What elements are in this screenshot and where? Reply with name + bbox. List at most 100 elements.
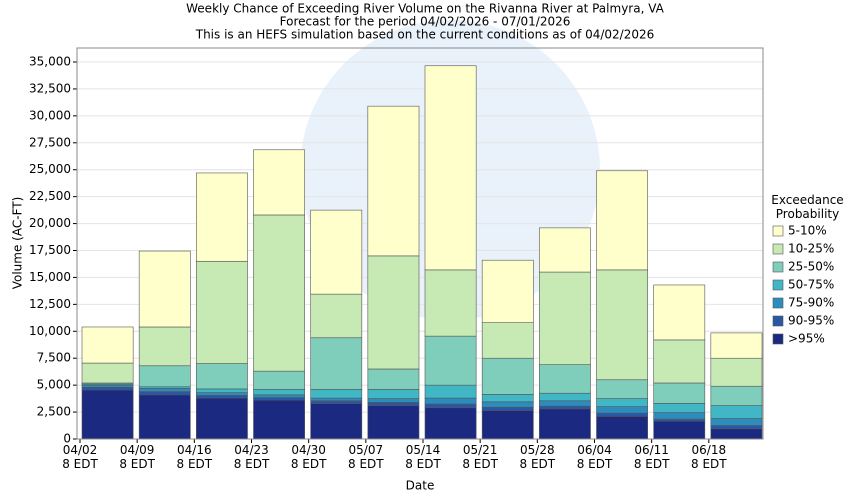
bar-segment xyxy=(539,408,591,440)
x-tick-label: 05/21 8 EDT xyxy=(462,443,498,471)
y-tick-label: 32,500 xyxy=(29,81,71,95)
bar-segment xyxy=(424,269,477,337)
bar-segment xyxy=(310,293,363,339)
plot-frame xyxy=(76,47,764,440)
bar-segment xyxy=(367,398,420,403)
bar-segment xyxy=(253,214,305,372)
bar-segment xyxy=(138,391,191,396)
x-tick-label: 06/18 8 EDT xyxy=(691,443,727,471)
bar-segment xyxy=(481,410,534,440)
bar-segment xyxy=(710,425,763,430)
x-tick-label: 05/07 8 EDT xyxy=(348,443,384,471)
y-tick-label: 25,000 xyxy=(29,162,71,176)
bar-segment xyxy=(653,382,706,404)
bar-segment xyxy=(481,357,534,395)
bar-segment xyxy=(424,65,477,271)
bar-segment xyxy=(424,384,477,399)
bar-segment xyxy=(253,399,305,440)
bar-segment xyxy=(481,259,534,323)
y-tick-label: 17,500 xyxy=(29,243,71,257)
bar-segment xyxy=(653,420,706,440)
bar-segment xyxy=(710,418,763,426)
bar-segment xyxy=(424,407,477,440)
legend-swatch xyxy=(772,315,784,327)
bar-segment xyxy=(539,405,591,410)
legend-swatch xyxy=(772,297,784,309)
y-tick-label: 5,000 xyxy=(37,378,71,392)
bar-segment xyxy=(653,418,706,422)
bar-segment xyxy=(596,170,648,271)
bar-segment xyxy=(367,368,420,390)
bar-segment xyxy=(653,339,706,384)
x-tick-label: 04/09 8 EDT xyxy=(119,443,155,471)
legend-label: 90-95% xyxy=(788,314,834,328)
bar-segment xyxy=(310,389,363,399)
bar-segment xyxy=(710,428,763,440)
x-tick-label: 05/14 8 EDT xyxy=(405,443,441,471)
chart-subtitle: Forecast for the period 04/02/2026 - 07/… xyxy=(280,15,571,29)
legend-swatch xyxy=(772,279,784,291)
y-axis-title: Volume (AC-FT) xyxy=(11,197,25,290)
y-tick-label: 22,500 xyxy=(29,189,71,203)
bar-segment xyxy=(367,255,420,370)
y-tick-label: 2,500 xyxy=(37,405,71,419)
bar-segment xyxy=(367,402,420,406)
y-tick-label: 20,000 xyxy=(29,216,71,230)
x-tick-label: 05/28 8 EDT xyxy=(519,443,556,471)
bar-segment xyxy=(596,416,648,440)
bar-segment xyxy=(539,392,591,402)
legend-swatch xyxy=(772,261,784,273)
legend-label: 10-25% xyxy=(788,242,834,256)
bar-segment xyxy=(138,365,191,388)
bar-segment xyxy=(367,105,420,257)
bar-segment xyxy=(196,388,248,393)
bar-segment xyxy=(710,385,763,406)
bar-segment xyxy=(138,394,191,440)
bar-segment xyxy=(424,397,477,405)
bar-segment xyxy=(539,227,591,273)
bar-segment xyxy=(81,389,134,440)
bar-segment xyxy=(710,357,763,387)
x-tick-label: 06/04 8 EDT xyxy=(576,443,613,471)
bar-segment xyxy=(196,392,248,396)
legend-label: 5-10% xyxy=(788,224,827,238)
bar-segment xyxy=(653,403,706,413)
y-tick-label: 10,000 xyxy=(29,324,71,338)
bar-segment xyxy=(367,405,420,440)
bar-segment xyxy=(138,388,191,392)
bar-segment xyxy=(253,397,305,401)
legend-swatch xyxy=(772,243,784,255)
x-tick-label: 04/16 8 EDT xyxy=(176,443,213,471)
bar-segment xyxy=(424,403,477,409)
legend-label: 25-50% xyxy=(788,260,834,274)
bar-segment xyxy=(596,412,648,417)
x-tick-label: 04/23 8 EDT xyxy=(233,443,270,471)
legend-label: 75-90% xyxy=(788,296,834,310)
x-tick-label: 04/02 8 EDT xyxy=(62,443,98,471)
bar-segment xyxy=(253,149,305,216)
legend-swatch xyxy=(772,225,784,237)
bar-segment xyxy=(539,400,591,407)
bar-segment xyxy=(481,393,534,403)
y-tick-label: 15,000 xyxy=(29,270,71,284)
bar-segment xyxy=(596,398,648,407)
bar-segment xyxy=(138,326,191,367)
bar-segment xyxy=(253,394,305,398)
bar-segment xyxy=(710,405,763,419)
bar-segment xyxy=(481,322,534,359)
x-tick-label: 04/30 8 EDT xyxy=(290,443,327,471)
y-tick-label: 35,000 xyxy=(29,55,71,69)
bar-segment xyxy=(196,363,248,390)
bar-segment xyxy=(481,401,534,408)
bar-segment xyxy=(253,370,305,390)
bar-segment xyxy=(653,284,706,341)
bar-segment xyxy=(481,406,534,411)
bar-segment xyxy=(596,379,648,399)
chart-subtitle: This is an HEFS simulation based on the … xyxy=(195,28,655,42)
bar-segment xyxy=(81,384,134,388)
chart-title: Weekly Chance of Exceeding River Volume … xyxy=(186,2,665,16)
bar-segment xyxy=(81,386,134,391)
bar-segment xyxy=(81,326,134,364)
y-tick-label: 7,500 xyxy=(37,351,71,365)
